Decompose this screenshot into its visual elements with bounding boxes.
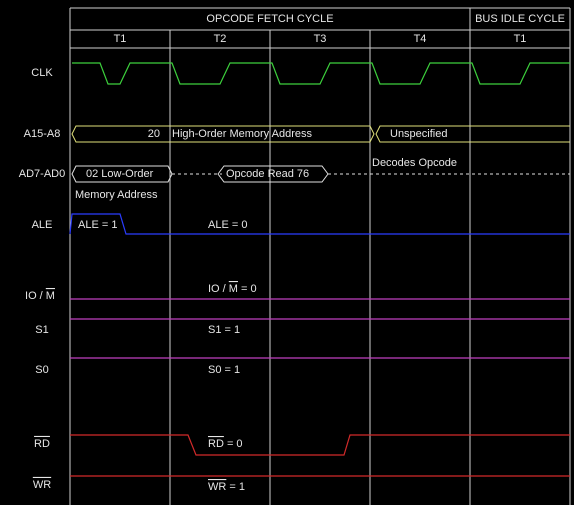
state-label: T1 — [114, 33, 127, 45]
annotation-part: M — [229, 283, 238, 295]
annotation-part: = 0 — [224, 438, 243, 450]
address-high-bus — [71, 125, 375, 143]
annotation-part: RD — [208, 438, 224, 450]
annotation: Opcode Read 76 — [226, 168, 309, 180]
grid — [69, 7, 571, 505]
state-label: T4 — [414, 33, 427, 45]
signal-label: CLK — [31, 67, 53, 79]
annotation: WR = 1 — [208, 481, 245, 493]
signal-label: AD7-AD0 — [19, 168, 65, 180]
cycle-label: OPCODE FETCH CYCLE — [206, 13, 333, 25]
signal-label: RD — [34, 438, 50, 450]
signal-label: IO / M — [25, 290, 55, 302]
annotation-part: IO / — [208, 283, 229, 295]
annotation: Unspecified — [390, 128, 447, 140]
state-label: T1 — [514, 33, 527, 45]
signal-label: ALE — [32, 219, 53, 231]
signal-label: S1 — [35, 324, 48, 336]
signal-label: S0 — [35, 364, 48, 376]
annotation: High-Order Memory Address — [172, 128, 312, 140]
signal-label: A15-A8 — [24, 128, 61, 140]
annotation: Memory Address — [75, 189, 158, 201]
annotation: RD = 0 — [208, 438, 243, 450]
clk-wave — [72, 62, 570, 85]
annotation-part: WR — [208, 481, 226, 493]
cycle-label: BUS IDLE CYCLE — [475, 13, 565, 25]
signal-label: WR — [33, 479, 51, 491]
annotation: Decodes Opcode — [372, 157, 457, 169]
state-label: T3 — [314, 33, 327, 45]
annotation: 02 Low-Order — [86, 168, 154, 180]
annotation: ALE = 0 — [208, 219, 247, 231]
annotation: IO / M = 0 — [208, 283, 257, 295]
state-label: T2 — [214, 33, 227, 45]
annotation-part: = 1 — [226, 481, 245, 493]
rd-wave — [70, 434, 570, 456]
annotation-part: = 0 — [238, 283, 257, 295]
annotation: ALE = 1 — [78, 219, 117, 231]
signal-label-part: IO / — [25, 290, 46, 302]
annotation: 20 — [148, 128, 160, 140]
annotation: S0 = 1 — [208, 364, 240, 376]
address-high-bus — [375, 125, 570, 143]
signal-label-part: M — [46, 290, 55, 302]
ale-wave — [69, 213, 570, 235]
annotation: S1 = 1 — [208, 324, 240, 336]
